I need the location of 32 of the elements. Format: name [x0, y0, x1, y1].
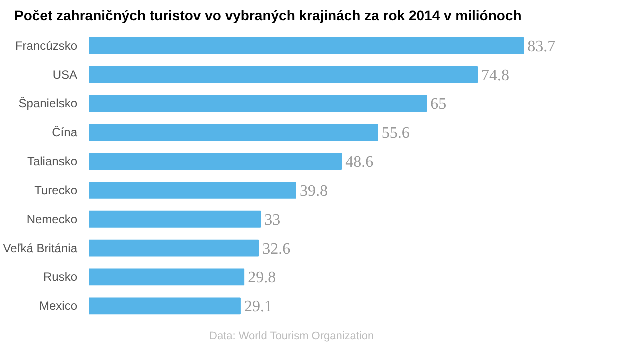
data-label: 55.6: [382, 125, 410, 142]
y-tick-label: Taliansko: [27, 154, 78, 169]
text: Data: World Tourism Organization: [210, 330, 374, 342]
bar: [90, 95, 428, 112]
bar: [90, 298, 241, 315]
data-label: 33: [264, 212, 281, 229]
bar: [90, 124, 378, 142]
bar: [90, 210, 262, 228]
data-label: 65: [430, 96, 447, 114]
bar: [90, 268, 245, 286]
y-tick-label: Španielsko: [18, 96, 78, 111]
y-tick-label: Francúzsko: [15, 38, 78, 53]
data-label: 74.8: [482, 67, 510, 84]
data-label: 29.8: [248, 270, 276, 287]
y-tick-label: Čína: [52, 126, 78, 140]
bar: [90, 182, 296, 199]
chart-title: Počet zahraničných turistov vo vybraných krajinách za rok 2014 v miliónoch: [14, 8, 522, 24]
bar: [90, 240, 260, 257]
y-tick-label: USA: [52, 68, 78, 82]
data-label: 48.6: [346, 154, 374, 172]
y-tick-label: Veľká Británia: [3, 241, 78, 256]
bar: [90, 153, 342, 170]
bar: [90, 66, 478, 84]
data-label: 29.1: [244, 298, 272, 316]
data-label: 39.8: [300, 182, 328, 200]
y-tick-label: Mexico: [39, 299, 78, 314]
y-tick-label: Rusko: [43, 270, 78, 284]
y-tick-label: Nemecko: [26, 212, 78, 226]
y-tick-label: Turecko: [34, 183, 78, 198]
bar: [90, 37, 524, 54]
data-label: 32.6: [262, 240, 291, 258]
data-label: 83.7: [528, 38, 556, 56]
